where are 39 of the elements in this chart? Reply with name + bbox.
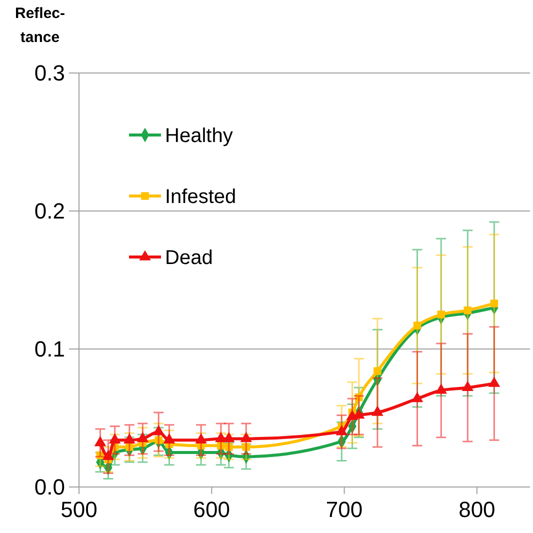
legend-label: Dead [165,247,213,269]
y-tick-label: 0.2 [34,198,65,224]
point [225,443,233,451]
point [124,433,136,444]
point [126,443,134,451]
point [152,425,164,436]
point [217,442,225,450]
point [163,433,176,444]
legend-label: Healthy [165,125,233,147]
x-tick-label: 700 [326,497,363,522]
point [464,306,472,314]
point [242,443,250,451]
point [490,300,498,308]
point [223,432,235,442]
point [136,432,149,442]
point [108,433,121,444]
point [411,392,424,402]
y-axis-title: Reflec- tance [14,5,66,46]
point [154,436,162,444]
x-tick-label: 500 [60,497,98,522]
x-tick-label: 800 [458,497,496,522]
x-tick-label: 600 [193,497,230,522]
point [435,384,448,394]
point [240,432,252,442]
point [488,376,500,387]
legend-label: Infested [165,186,236,208]
y-tick-label: 0.1 [34,336,65,362]
point [336,425,348,436]
point [372,406,384,416]
point [437,310,445,318]
point [94,436,106,446]
point [462,380,474,392]
point [355,393,363,402]
point [102,450,114,460]
y-tick-label: 0.0 [34,474,65,500]
point [374,367,382,375]
y-tick-label: 0.3 [34,60,65,86]
point [413,322,422,330]
point [195,433,207,444]
